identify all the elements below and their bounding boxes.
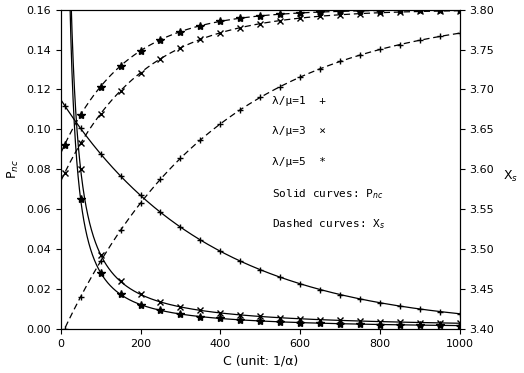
Text: λ/μ=1  +: λ/μ=1 + [272,96,326,106]
Text: λ/μ=3  ×: λ/μ=3 × [272,126,326,136]
X-axis label: C (unit: 1/α): C (unit: 1/α) [223,354,298,367]
Y-axis label: X$_s$: X$_s$ [504,169,518,185]
Text: Dashed curves: X$_s$: Dashed curves: X$_s$ [272,217,385,231]
Text: Solid curves: P$_{nc}$: Solid curves: P$_{nc}$ [272,187,384,201]
Text: λ/μ=5  *: λ/μ=5 * [272,157,326,167]
Y-axis label: P$_{nc}$: P$_{nc}$ [6,159,20,179]
